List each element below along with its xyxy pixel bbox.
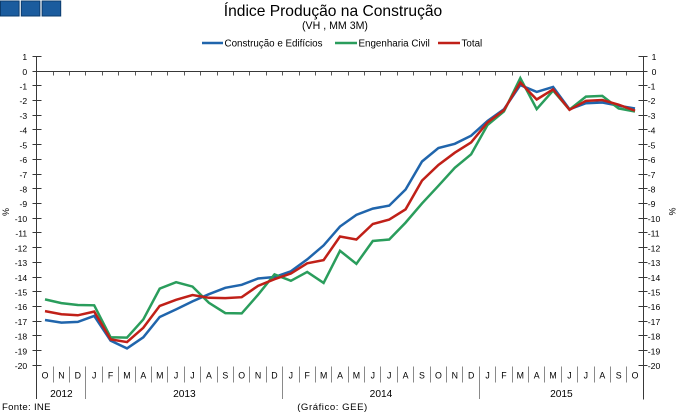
svg-text:-16: -16: [648, 302, 661, 312]
svg-text:S: S: [616, 371, 622, 381]
svg-text:-15: -15: [648, 288, 661, 298]
svg-text:A: A: [206, 371, 212, 381]
svg-text:2015: 2015: [550, 389, 573, 400]
svg-text:-5: -5: [648, 140, 656, 150]
svg-text:%: %: [667, 207, 677, 215]
svg-text:-4: -4: [20, 126, 28, 136]
svg-text:-10: -10: [648, 214, 661, 224]
svg-text:2013: 2013: [173, 389, 196, 400]
svg-text:-5: -5: [20, 140, 28, 150]
svg-text:A: A: [534, 371, 540, 381]
svg-text:1: 1: [652, 52, 657, 62]
svg-text:S: S: [419, 371, 425, 381]
svg-text:Engenharia Civil: Engenharia Civil: [359, 39, 430, 50]
svg-text:-3: -3: [648, 111, 656, 121]
svg-text:1: 1: [22, 52, 27, 62]
svg-text:-19: -19: [15, 346, 28, 356]
svg-text:2012: 2012: [50, 389, 73, 400]
svg-text:A: A: [337, 371, 343, 381]
svg-text:F: F: [501, 371, 507, 381]
svg-text:M: M: [320, 371, 327, 381]
svg-text:-6: -6: [20, 155, 28, 165]
svg-text:F: F: [305, 371, 311, 381]
svg-text:J: J: [92, 371, 96, 381]
svg-text:-2: -2: [20, 96, 28, 106]
svg-text:-10: -10: [15, 214, 28, 224]
svg-text:J: J: [584, 371, 588, 381]
svg-text:(Gráfico: GEE): (Gráfico: GEE): [297, 402, 368, 413]
svg-text:O: O: [42, 371, 49, 381]
svg-text:-3: -3: [20, 111, 28, 121]
svg-text:N: N: [58, 371, 64, 381]
svg-text:M: M: [549, 371, 556, 381]
svg-text:Fonte: INE: Fonte: INE: [2, 402, 51, 413]
svg-text:M: M: [156, 371, 163, 381]
svg-text:-13: -13: [15, 258, 28, 268]
svg-text:J: J: [485, 371, 489, 381]
svg-text:-18: -18: [15, 332, 28, 342]
svg-text:2014: 2014: [370, 389, 393, 400]
svg-text:J: J: [174, 371, 178, 381]
svg-text:(VH , MM 3M): (VH , MM 3M): [302, 20, 368, 32]
svg-text:O: O: [435, 371, 442, 381]
svg-text:-19: -19: [648, 346, 661, 356]
svg-text:-14: -14: [648, 273, 661, 283]
svg-text:-17: -17: [648, 317, 661, 327]
svg-text:M: M: [353, 371, 360, 381]
svg-text:M: M: [123, 371, 130, 381]
svg-text:J: J: [387, 371, 391, 381]
svg-text:-18: -18: [648, 332, 661, 342]
svg-text:-11: -11: [648, 229, 660, 239]
svg-text:-1: -1: [20, 82, 28, 92]
svg-text:-20: -20: [648, 361, 661, 371]
svg-text:J: J: [567, 371, 571, 381]
svg-text:-16: -16: [15, 302, 28, 312]
svg-text:-6: -6: [648, 155, 656, 165]
svg-text:F: F: [108, 371, 114, 381]
svg-text:Total: Total: [462, 39, 483, 50]
svg-text:-8: -8: [648, 185, 656, 195]
svg-text:0: 0: [652, 67, 657, 77]
svg-text:J: J: [289, 371, 293, 381]
svg-text:-13: -13: [648, 258, 661, 268]
svg-text:-1: -1: [648, 82, 656, 92]
svg-text:O: O: [632, 371, 639, 381]
svg-text:O: O: [238, 371, 245, 381]
svg-text:-20: -20: [15, 361, 28, 371]
svg-text:D: D: [271, 371, 277, 381]
svg-text:D: D: [468, 371, 474, 381]
svg-text:D: D: [75, 371, 81, 381]
svg-text:-9: -9: [20, 199, 28, 209]
svg-text:-14: -14: [15, 273, 28, 283]
svg-text:J: J: [190, 371, 194, 381]
svg-text:%: %: [1, 208, 11, 216]
svg-text:J: J: [371, 371, 375, 381]
svg-text:-9: -9: [648, 199, 656, 209]
svg-text:A: A: [140, 371, 146, 381]
svg-text:-4: -4: [648, 126, 656, 136]
svg-text:0: 0: [22, 67, 27, 77]
svg-text:-8: -8: [20, 185, 28, 195]
svg-text:-2: -2: [648, 96, 656, 106]
svg-text:-7: -7: [648, 170, 656, 180]
svg-text:S: S: [222, 371, 228, 381]
svg-text:-12: -12: [648, 243, 661, 253]
svg-text:-17: -17: [15, 317, 28, 327]
svg-text:M: M: [517, 371, 524, 381]
svg-text:N: N: [452, 371, 458, 381]
svg-text:-15: -15: [15, 288, 28, 298]
svg-text:Construção e Edifícios: Construção e Edifícios: [225, 39, 323, 50]
svg-text:N: N: [255, 371, 261, 381]
svg-text:-11: -11: [15, 229, 27, 239]
svg-text:-12: -12: [15, 243, 28, 253]
svg-text:A: A: [599, 371, 605, 381]
svg-text:-7: -7: [20, 170, 28, 180]
svg-text:Índice Produção na Construção: Índice Produção na Construção: [224, 1, 443, 20]
svg-text:A: A: [403, 371, 409, 381]
